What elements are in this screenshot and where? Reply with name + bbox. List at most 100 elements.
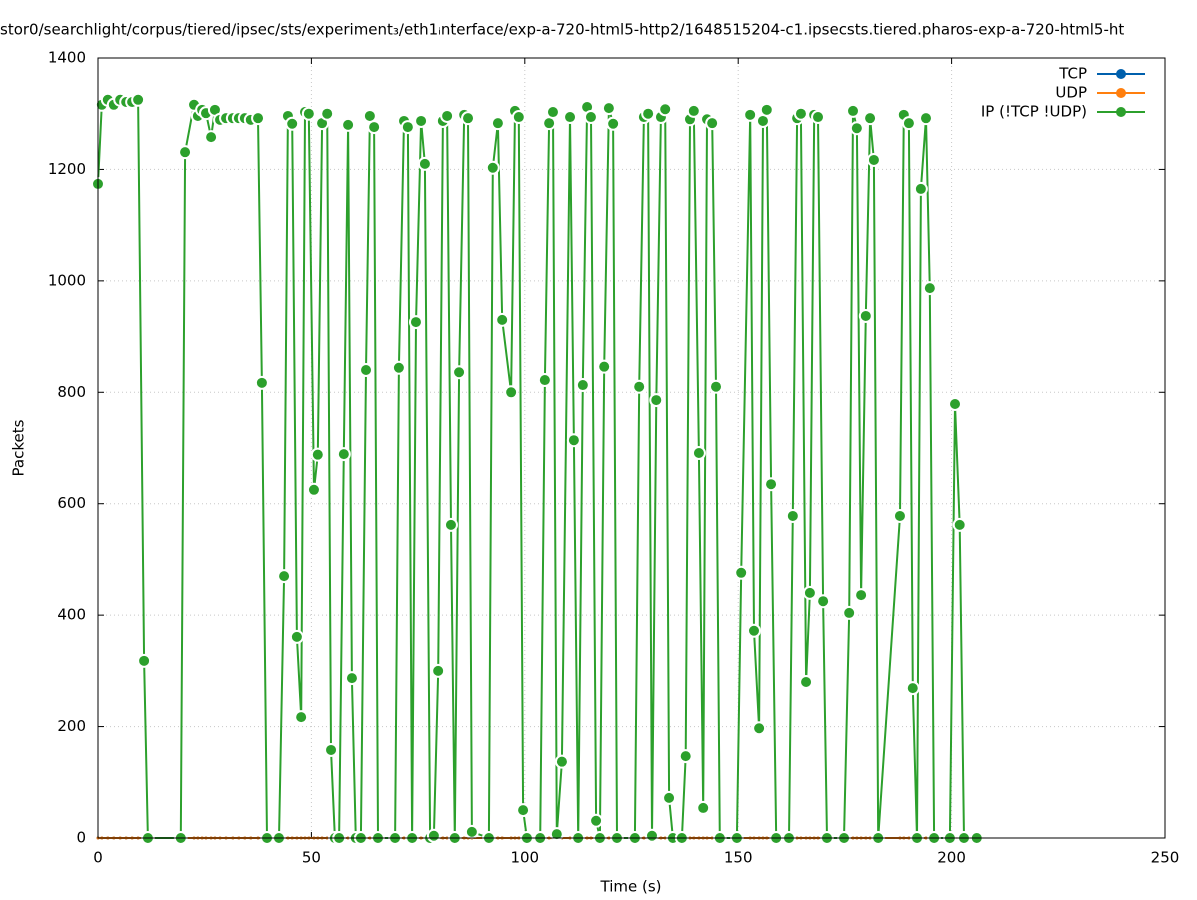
data-point: [504, 385, 519, 400]
data-point: [734, 565, 749, 580]
x-tick-label: 250: [1151, 849, 1180, 867]
x-tick-label: 200: [937, 849, 966, 867]
plot: [91, 92, 984, 845]
data-point: [746, 623, 761, 638]
data-point: [452, 365, 467, 380]
x-axis-label: Time (s): [600, 878, 662, 896]
data-point: [344, 671, 359, 686]
data-point: [705, 116, 720, 131]
x-tick-label: 150: [724, 849, 753, 867]
data-point: [892, 508, 907, 523]
legend-label: IP (!TCP !UDP): [981, 103, 1087, 121]
y-axis-label: Packets: [10, 419, 28, 476]
data-point: [537, 373, 552, 388]
y-tick-label: 0: [76, 829, 86, 847]
data-point: [341, 117, 356, 132]
x-tick-label: 50: [302, 849, 321, 867]
data-point: [566, 433, 581, 448]
data-point: [649, 393, 664, 408]
data-point: [849, 121, 864, 136]
data-point: [575, 378, 590, 393]
data-point: [691, 446, 706, 461]
data-point: [662, 790, 677, 805]
y-tick-label: 600: [57, 494, 86, 512]
data-point: [414, 113, 429, 128]
data-point: [901, 116, 916, 131]
data-point: [277, 569, 292, 584]
data-point: [842, 605, 857, 620]
data-point: [948, 396, 963, 411]
data-point: [686, 103, 701, 118]
data-point: [854, 588, 869, 603]
data-point: [846, 103, 861, 118]
data-point: [632, 379, 647, 394]
data-point: [785, 508, 800, 523]
data-point: [549, 827, 564, 842]
data-point: [641, 106, 656, 121]
data-point: [391, 360, 406, 375]
data-point: [251, 111, 266, 126]
data-point: [137, 653, 152, 668]
data-point: [858, 308, 873, 323]
data-point: [905, 681, 920, 696]
data-point: [597, 359, 612, 374]
data-point: [913, 181, 928, 196]
data-point: [306, 482, 321, 497]
data-point: [301, 106, 316, 121]
data-point: [440, 108, 455, 123]
data-point: [310, 447, 325, 462]
data-point: [516, 803, 531, 818]
data-point: [545, 105, 560, 120]
data-point: [743, 107, 758, 122]
data-point: [359, 363, 374, 377]
legend-marker: [1116, 107, 1126, 117]
data-point: [583, 110, 598, 125]
data-point: [589, 813, 604, 828]
legend-label: TCP: [1058, 65, 1087, 83]
data-point: [644, 828, 659, 843]
data-point: [752, 721, 767, 736]
data-point: [709, 379, 724, 394]
series-line: [97, 98, 977, 840]
data-point: [464, 824, 479, 839]
data-point: [866, 152, 881, 167]
data-point: [367, 120, 382, 135]
x-tick-label: 0: [93, 849, 103, 867]
data-point: [131, 92, 146, 107]
data-point: [863, 111, 878, 126]
data-point: [511, 110, 526, 125]
data-point: [952, 517, 967, 532]
y-tick-label: 200: [57, 717, 86, 735]
data-point: [400, 120, 415, 135]
y-tick-label: 800: [57, 383, 86, 401]
data-point: [408, 315, 423, 330]
plot-frame: [97, 57, 1166, 839]
data-point: [802, 585, 817, 600]
data-point: [764, 477, 779, 492]
y-tick-label: 1000: [48, 271, 86, 289]
data-point: [811, 110, 826, 125]
legend-marker: [1116, 88, 1126, 98]
data-point: [793, 106, 808, 121]
data-point: [759, 102, 774, 117]
data-point: [658, 102, 673, 117]
data-point: [178, 145, 193, 160]
y-tick-label: 1200: [48, 160, 86, 178]
data-point: [204, 130, 219, 145]
data-point: [320, 106, 335, 121]
data-point: [426, 828, 441, 843]
data-point: [554, 754, 569, 769]
data-point: [289, 629, 304, 644]
data-point: [799, 675, 814, 689]
data-point: [918, 111, 933, 126]
data-point: [816, 594, 831, 609]
data-point: [461, 111, 476, 126]
data-point: [601, 101, 616, 116]
data-point: [485, 160, 500, 175]
data-point: [417, 156, 432, 171]
x-tick-label: 100: [510, 849, 539, 867]
data-point: [324, 742, 339, 757]
data-point: [495, 312, 510, 327]
data-point: [563, 110, 578, 125]
